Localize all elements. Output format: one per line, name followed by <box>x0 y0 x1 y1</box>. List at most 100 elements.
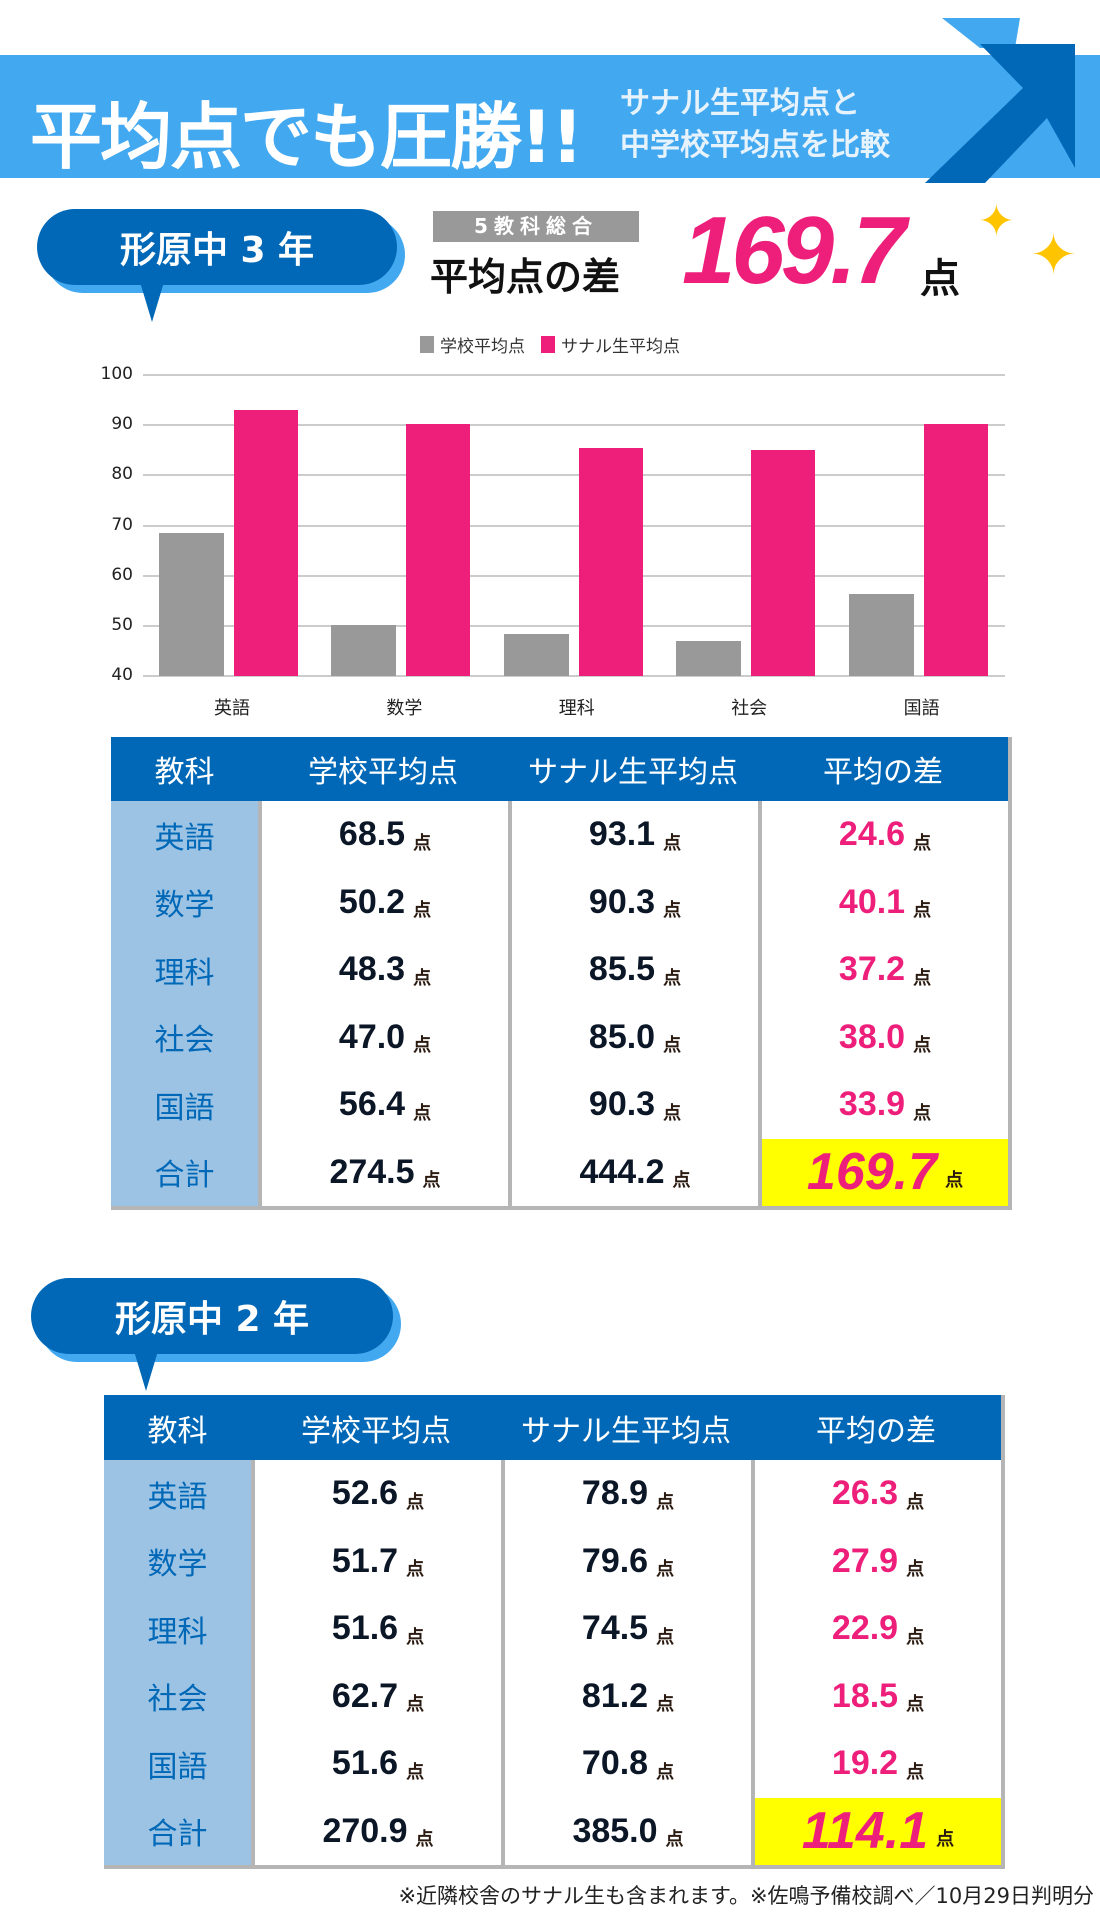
column-header: 平均の差 <box>758 737 1008 801</box>
diff-cell: 19.2 点 <box>751 1730 1001 1798</box>
bar-sanaru <box>923 423 988 676</box>
bar-school <box>848 593 914 676</box>
legend-swatch <box>420 336 434 353</box>
column-header: サナル生平均点 <box>508 737 758 801</box>
unit-label: 点 <box>422 1170 441 1192</box>
sanaru-cell: 385.0 点 <box>501 1797 751 1865</box>
score-value: 51.6 <box>331 1609 399 1648</box>
unit-label: 点 <box>406 1626 425 1648</box>
subject-cell: 英語 <box>111 801 258 869</box>
subject-cell: 理科 <box>111 936 258 1004</box>
grade3-label: 形原中 3 年 <box>37 209 397 285</box>
bubble-tail <box>134 1351 158 1391</box>
bar-school <box>159 533 224 676</box>
unit-label: 点 <box>413 832 432 854</box>
score-value: 74.5 <box>581 1609 649 1648</box>
unit-label: 点 <box>663 1102 682 1124</box>
y-tick-label: 90 <box>111 414 133 435</box>
school-cell: 68.5 点 <box>258 801 508 869</box>
diff-cell: 18.5 点 <box>751 1662 1001 1730</box>
score-value: 62.7 <box>331 1676 399 1715</box>
sanaru-cell: 90.3 点 <box>508 868 758 936</box>
score-value: 19.2 <box>831 1744 899 1783</box>
score-value: 78.9 <box>581 1474 649 1513</box>
subject-cell: 英語 <box>104 1460 251 1528</box>
score-value: 51.6 <box>331 1744 399 1783</box>
score-value: 79.6 <box>581 1541 649 1580</box>
diff-cell: 26.3 点 <box>751 1460 1001 1528</box>
y-tick-label: 100 <box>100 364 133 384</box>
score-value: 47.0 <box>338 1017 406 1056</box>
diff-cell: 114.1 点 <box>751 1797 1001 1865</box>
unit-label: 点 <box>413 900 432 922</box>
y-tick-label: 70 <box>111 514 133 535</box>
school-cell: 51.7 点 <box>251 1527 501 1595</box>
unit-label: 点 <box>913 900 932 922</box>
score-value: 444.2 <box>579 1152 665 1191</box>
score-value: 68.5 <box>338 815 406 854</box>
legend-label: サナル生平均点 <box>561 337 680 357</box>
score-value: 90.3 <box>588 1085 656 1124</box>
subject-cell: 社会 <box>104 1662 251 1730</box>
bar-sanaru <box>234 409 298 676</box>
school-cell: 62.7 点 <box>251 1662 501 1730</box>
subject-cell: 国語 <box>111 1071 258 1139</box>
score-value: 38.0 <box>838 1017 906 1056</box>
score-value: 169.7 <box>806 1143 938 1202</box>
unit-label: 点 <box>413 1102 432 1124</box>
gridline <box>143 524 1005 527</box>
score-value: 51.7 <box>331 1541 399 1580</box>
school-cell: 56.4 点 <box>258 1071 508 1139</box>
school-cell: 51.6 点 <box>251 1730 501 1798</box>
chart-legend: 学校平均点 サナル生平均点 <box>0 332 1100 357</box>
bar-school <box>331 624 397 676</box>
score-value: 85.0 <box>588 1017 656 1056</box>
unit-label: 点 <box>406 1761 425 1783</box>
score-value: 114.1 <box>801 1802 929 1861</box>
x-tick-label: 理科 <box>558 698 595 719</box>
sanaru-cell: 74.5 点 <box>501 1595 751 1663</box>
y-tick-label: 40 <box>111 665 133 685</box>
school-cell: 52.6 点 <box>251 1460 501 1528</box>
unit-label: 点 <box>656 1491 675 1513</box>
gridline <box>143 474 1005 477</box>
school-cell: 47.0 点 <box>258 1003 508 1071</box>
subtitle-line1: サナル生平均点と <box>620 86 860 121</box>
header-banner <box>0 55 1100 178</box>
y-tick-label: 80 <box>111 464 133 485</box>
subtitle-line2: 中学校平均点を比較 <box>620 128 890 163</box>
bubble-tail <box>140 282 164 322</box>
score-value: 70.8 <box>581 1744 649 1783</box>
diff-cell: 37.2 点 <box>758 936 1008 1004</box>
grade2-table: 教科 学校平均点 サナル生平均点 平均の差 英語 52.6 点 78.9 点 26.3 点数学 51.… <box>104 1395 1005 1869</box>
bar-school <box>676 640 742 676</box>
score-value: 270.9 <box>322 1811 408 1850</box>
score-value: 27.9 <box>831 1541 899 1580</box>
unit-label: 点 <box>663 967 682 989</box>
x-tick-label: 英語 <box>214 698 250 719</box>
school-cell: 274.5 点 <box>258 1138 508 1206</box>
unit-label: 点 <box>406 1559 425 1581</box>
legend-item: 学校平均点 <box>420 332 525 357</box>
gridline <box>143 574 1005 577</box>
subject-cell: 理科 <box>104 1595 251 1663</box>
school-cell: 51.6 点 <box>251 1595 501 1663</box>
subject-cell: 合計 <box>104 1797 251 1865</box>
score-value: 93.1 <box>588 815 656 854</box>
unit-label: 点 <box>906 1626 925 1648</box>
grade2-label: 形原中 2 年 <box>31 1278 393 1354</box>
subject-cell: 数学 <box>111 868 258 936</box>
diff-cell: 169.7 点 <box>758 1138 1008 1206</box>
x-tick-label: 数学 <box>386 698 423 719</box>
x-tick-label: 社会 <box>731 698 768 719</box>
diff-label: 平均点の差 <box>430 255 621 299</box>
legend-label: 学校平均点 <box>440 337 525 357</box>
unit-label: 点 <box>906 1559 925 1581</box>
y-tick-label: 50 <box>111 614 133 635</box>
y-tick-label: 60 <box>111 564 133 585</box>
unit-label: 点 <box>406 1491 425 1513</box>
x-tick-label: 国語 <box>903 698 940 719</box>
bar-chart: 100 90 80 70 60 50 40 英語 数学 理科 社会 国語 <box>0 0 1100 720</box>
legend-item: サナル生平均点 <box>541 332 680 357</box>
sanaru-cell: 79.6 点 <box>501 1527 751 1595</box>
